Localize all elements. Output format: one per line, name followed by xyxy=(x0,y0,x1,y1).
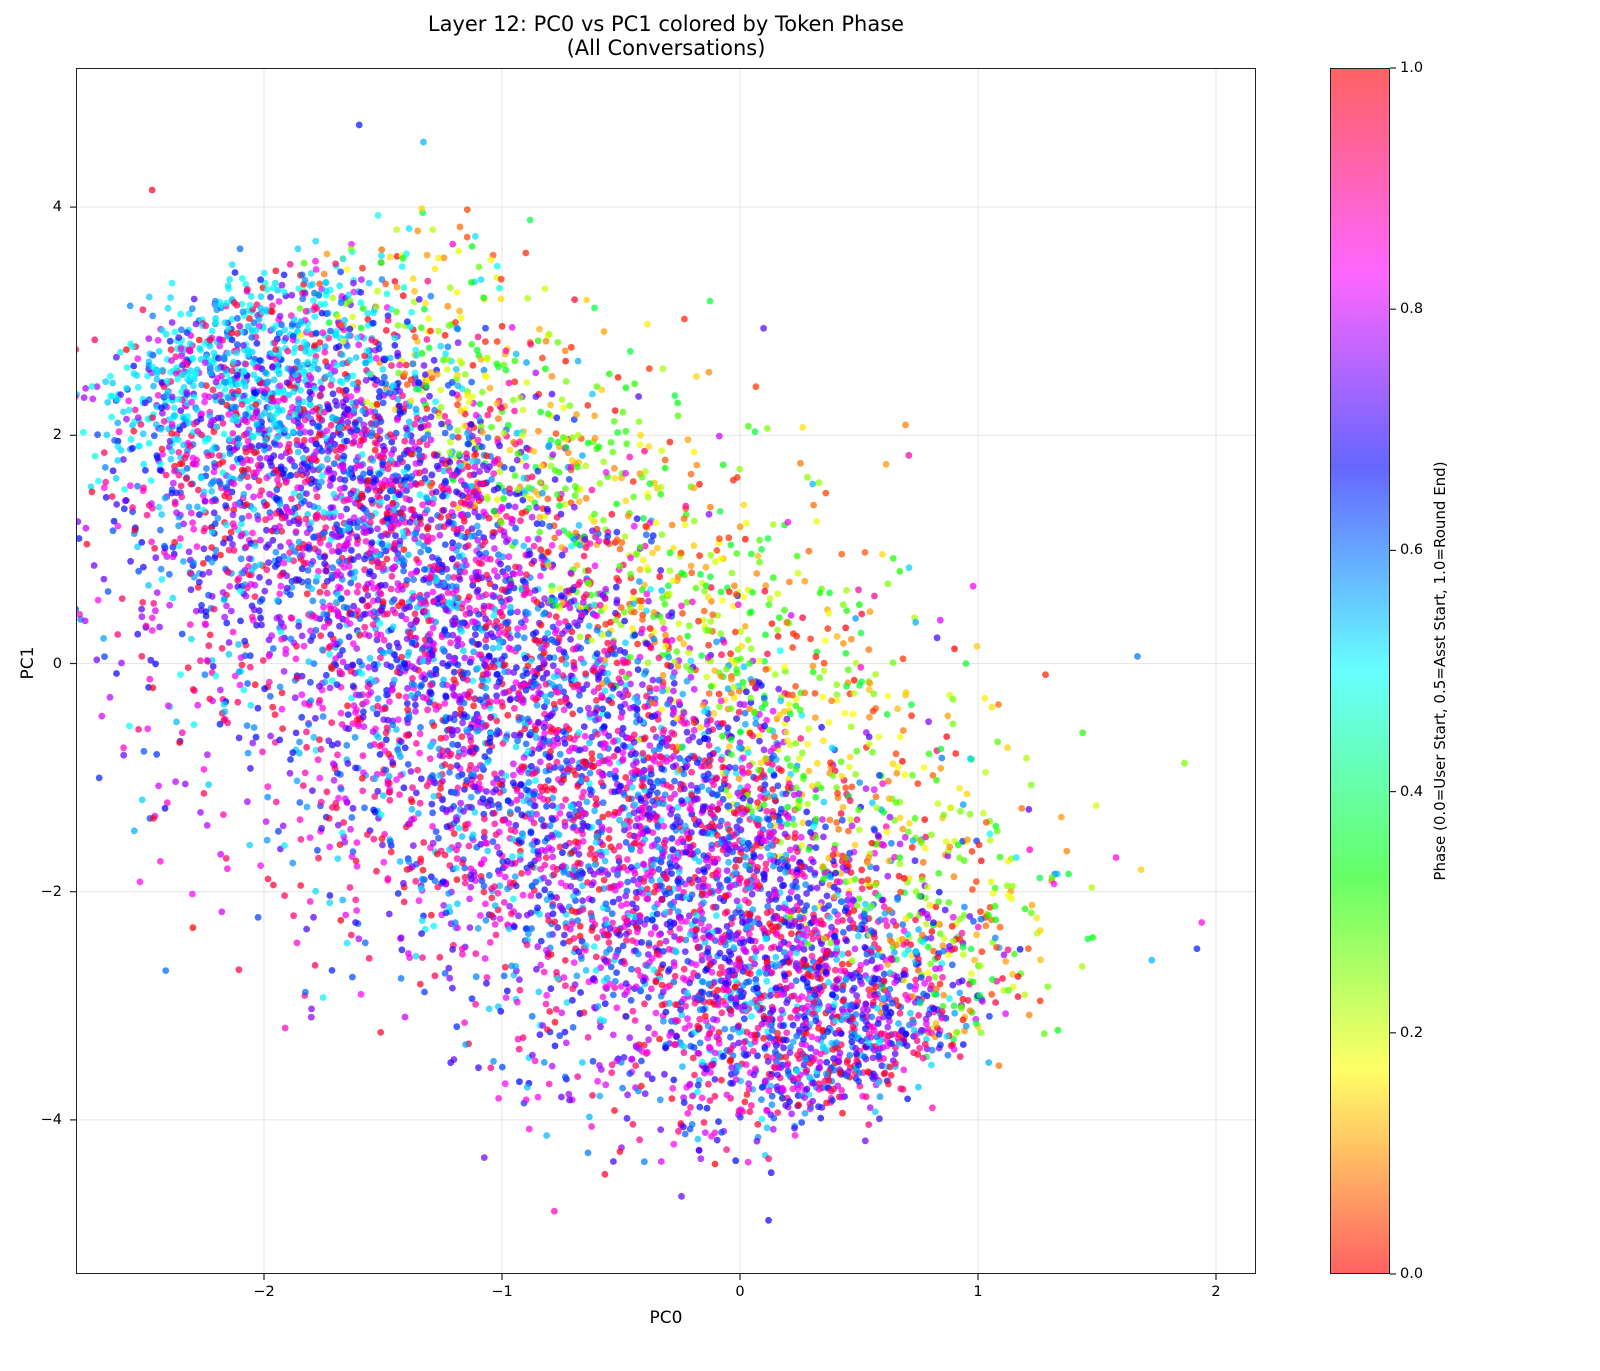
x-tick-label: 2 xyxy=(1211,1284,1221,1300)
colorbar-tick-label: 0.6 xyxy=(1400,542,1424,559)
data-points xyxy=(77,121,1206,1224)
colorbar xyxy=(1330,68,1390,1274)
x-axis-label: PC0 xyxy=(649,1308,683,1328)
colorbar-tick-label: 0.8 xyxy=(1400,301,1424,318)
plot-area xyxy=(76,68,1256,1274)
colorbar-gradient xyxy=(1330,68,1390,1274)
y-tick-label: 2 xyxy=(52,427,62,444)
x-tick-label: 1 xyxy=(973,1284,983,1300)
colorbar-tick-label: 1.0 xyxy=(1400,60,1424,76)
x-tick-label: 0 xyxy=(735,1284,745,1300)
colorbar-label: Phase (0.0=User Start, 0.5=Asst Start, 1… xyxy=(1431,461,1449,881)
chart-title: Layer 12: PC0 vs PC1 colored by Token Ph… xyxy=(76,12,1256,60)
y-axis-label: PC1 xyxy=(18,646,38,680)
colorbar-tick-label: 0.4 xyxy=(1400,783,1424,800)
y-tick-label: 0 xyxy=(52,655,62,672)
y-tick-label: 4 xyxy=(52,199,62,216)
chart-subtitle: (All Conversations) xyxy=(566,36,766,60)
colorbar-tick-label: 0.0 xyxy=(1400,1266,1424,1282)
chart-title-line1: Layer 12: PC0 vs PC1 colored by Token Ph… xyxy=(427,12,905,36)
x-tick-label: −1 xyxy=(491,1284,513,1300)
y-tick-label: −2 xyxy=(40,883,62,900)
y-tick-label: −4 xyxy=(40,1111,62,1128)
x-tick-label: −2 xyxy=(253,1284,275,1300)
colorbar-tick-label: 0.2 xyxy=(1400,1024,1424,1041)
